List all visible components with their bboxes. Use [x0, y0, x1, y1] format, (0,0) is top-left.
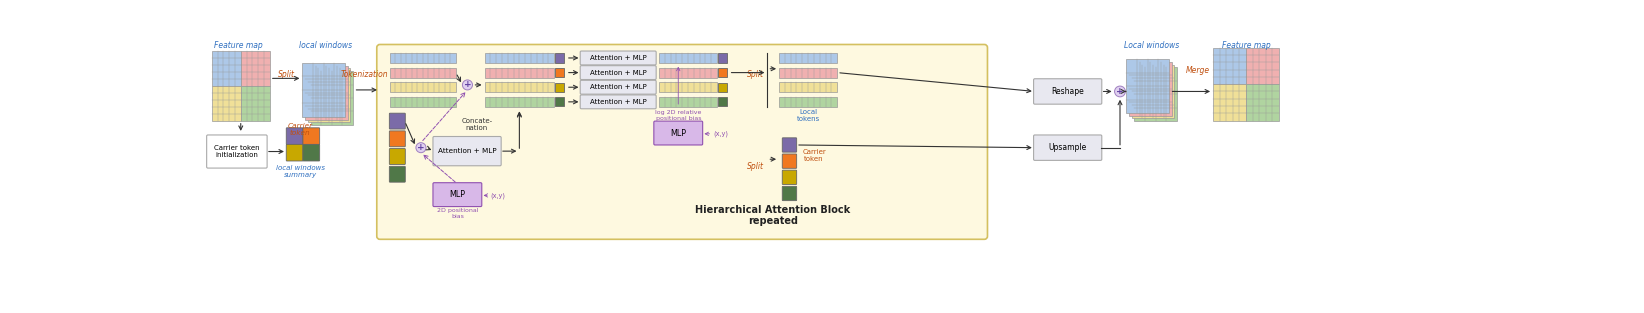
FancyBboxPatch shape [1213, 48, 1246, 84]
FancyBboxPatch shape [779, 82, 837, 92]
Text: local windows: local windows [299, 41, 352, 50]
Text: MLP: MLP [671, 129, 686, 137]
FancyBboxPatch shape [390, 149, 406, 164]
Text: Split: Split [748, 162, 764, 172]
Text: log 2D relative
positional bias: log 2D relative positional bias [654, 110, 702, 121]
FancyBboxPatch shape [783, 138, 797, 152]
FancyBboxPatch shape [659, 68, 717, 78]
FancyBboxPatch shape [1213, 84, 1246, 121]
FancyBboxPatch shape [485, 53, 554, 63]
FancyBboxPatch shape [207, 135, 266, 168]
Text: Hierarchical Attention Block
repeated: Hierarchical Attention Block repeated [695, 205, 850, 226]
Text: Concate-
nation: Concate- nation [462, 118, 492, 131]
Text: Attention + MLP: Attention + MLP [590, 69, 646, 76]
FancyBboxPatch shape [718, 53, 727, 63]
FancyBboxPatch shape [212, 51, 240, 86]
Text: 2D positional
bias: 2D positional bias [437, 208, 478, 218]
FancyBboxPatch shape [779, 53, 837, 63]
FancyBboxPatch shape [302, 63, 345, 117]
FancyBboxPatch shape [783, 170, 797, 184]
FancyBboxPatch shape [286, 128, 302, 144]
Text: Split: Split [748, 70, 764, 79]
FancyBboxPatch shape [376, 44, 988, 239]
FancyBboxPatch shape [240, 51, 270, 86]
FancyBboxPatch shape [659, 97, 717, 107]
Text: MLP: MLP [449, 190, 465, 199]
FancyBboxPatch shape [659, 82, 717, 92]
FancyBboxPatch shape [779, 97, 837, 107]
FancyBboxPatch shape [779, 68, 837, 78]
FancyBboxPatch shape [311, 71, 353, 125]
Text: (x,y): (x,y) [490, 192, 506, 199]
Text: Tokenization: Tokenization [340, 70, 388, 79]
FancyBboxPatch shape [212, 86, 240, 121]
FancyBboxPatch shape [1246, 84, 1279, 121]
FancyBboxPatch shape [485, 82, 554, 92]
Text: Attention + MLP: Attention + MLP [590, 55, 646, 61]
FancyBboxPatch shape [580, 66, 656, 80]
FancyBboxPatch shape [1126, 59, 1169, 113]
FancyBboxPatch shape [302, 144, 319, 161]
FancyBboxPatch shape [556, 68, 564, 77]
Text: Carrier
token: Carrier token [288, 123, 312, 136]
FancyBboxPatch shape [390, 131, 406, 147]
FancyBboxPatch shape [580, 95, 656, 109]
FancyBboxPatch shape [1129, 62, 1172, 116]
Text: Attention + MLP: Attention + MLP [590, 84, 646, 90]
FancyBboxPatch shape [390, 53, 455, 63]
FancyBboxPatch shape [580, 80, 656, 94]
Text: +: + [418, 143, 424, 152]
FancyBboxPatch shape [783, 154, 797, 168]
Text: Feature map: Feature map [214, 41, 263, 50]
FancyBboxPatch shape [390, 82, 455, 92]
Text: Upsample: Upsample [1049, 143, 1087, 152]
FancyBboxPatch shape [286, 144, 302, 161]
Text: Feature map: Feature map [1221, 41, 1271, 50]
FancyBboxPatch shape [390, 97, 455, 107]
Text: Local
tokens: Local tokens [796, 109, 820, 122]
FancyBboxPatch shape [485, 97, 554, 107]
Text: Carrier
token: Carrier token [802, 149, 825, 162]
Ellipse shape [462, 80, 472, 90]
FancyBboxPatch shape [240, 86, 270, 121]
FancyBboxPatch shape [390, 68, 455, 78]
FancyBboxPatch shape [783, 186, 797, 201]
FancyBboxPatch shape [654, 121, 702, 145]
Text: (x,y): (x,y) [713, 131, 728, 137]
Text: Attention + MLP: Attention + MLP [437, 148, 496, 154]
FancyBboxPatch shape [1134, 67, 1177, 121]
Text: Reshape: Reshape [1051, 87, 1083, 96]
FancyBboxPatch shape [306, 66, 349, 120]
FancyBboxPatch shape [556, 53, 564, 63]
FancyBboxPatch shape [485, 68, 554, 78]
FancyBboxPatch shape [556, 83, 564, 92]
Ellipse shape [1115, 86, 1126, 97]
FancyBboxPatch shape [307, 68, 350, 122]
Ellipse shape [416, 143, 426, 153]
FancyBboxPatch shape [390, 113, 406, 129]
FancyBboxPatch shape [580, 51, 656, 65]
FancyBboxPatch shape [718, 97, 727, 106]
FancyBboxPatch shape [1034, 135, 1101, 160]
FancyBboxPatch shape [432, 183, 482, 207]
FancyBboxPatch shape [659, 53, 717, 63]
FancyBboxPatch shape [718, 83, 727, 92]
Text: local windows
summary: local windows summary [276, 165, 324, 177]
Text: +: + [464, 80, 472, 90]
Text: +: + [1116, 87, 1124, 96]
FancyBboxPatch shape [718, 68, 727, 77]
Text: Split: Split [278, 70, 296, 79]
Text: Attention + MLP: Attention + MLP [590, 99, 646, 105]
FancyBboxPatch shape [1034, 79, 1101, 104]
FancyBboxPatch shape [390, 166, 406, 182]
Text: Merge: Merge [1185, 66, 1210, 75]
FancyBboxPatch shape [432, 136, 501, 166]
FancyBboxPatch shape [302, 128, 319, 144]
Text: Carrier token
initialization: Carrier token initialization [214, 145, 260, 158]
FancyBboxPatch shape [1246, 48, 1279, 84]
FancyBboxPatch shape [1131, 64, 1174, 118]
Text: Local windows: Local windows [1124, 41, 1179, 50]
FancyBboxPatch shape [556, 97, 564, 106]
